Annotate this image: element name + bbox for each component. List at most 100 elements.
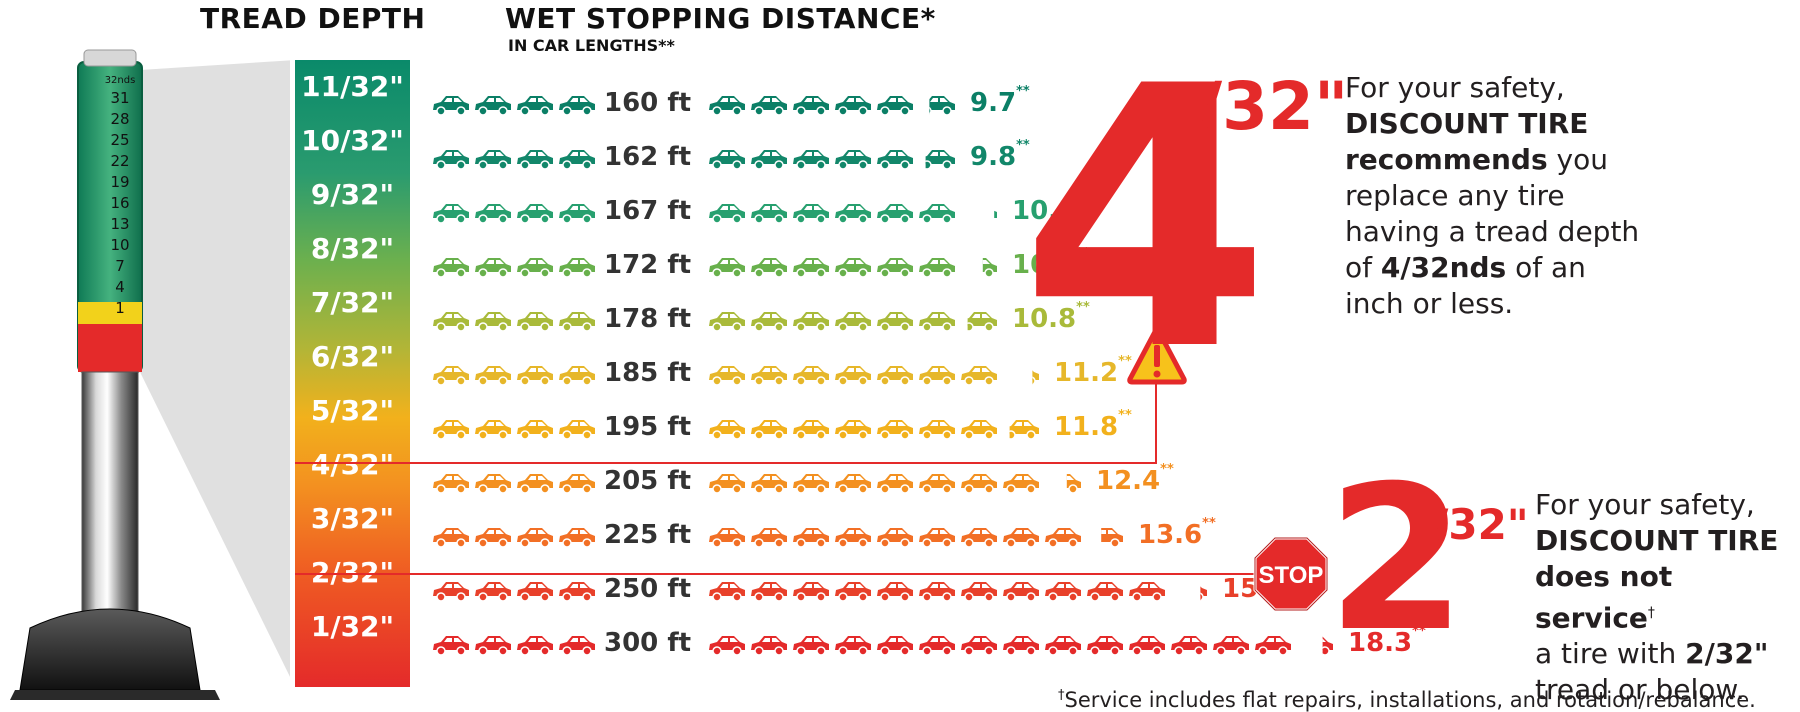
car-icon (1003, 474, 1039, 494)
car-icon (961, 366, 997, 386)
car-icon (475, 474, 511, 494)
note-line: does not service† (1535, 559, 1795, 636)
car-icon (1032, 370, 1039, 386)
car-icon (475, 150, 511, 170)
car-icon (433, 312, 469, 332)
gauge-tick: 1 (115, 299, 125, 317)
stopping-distance: 172 ft (604, 250, 692, 280)
car-icon (709, 420, 745, 440)
car-icon (433, 204, 469, 224)
car-icon (919, 204, 955, 224)
threshold-2-number: 2 (1327, 443, 1467, 676)
car-icon (559, 204, 595, 224)
car-icon (793, 528, 829, 548)
car-icon (967, 312, 997, 332)
car-icon (877, 96, 913, 116)
car-length-number: 12.4 (1096, 466, 1161, 496)
car-icons-group (709, 150, 955, 170)
car-length-number: 9.7 (970, 88, 1017, 118)
car-icon (1129, 636, 1165, 656)
car-icons-group (709, 366, 1039, 386)
car-length-mark: ** (1016, 138, 1030, 153)
car-icon (475, 312, 511, 332)
stopping-distance: 225 ft (604, 520, 692, 550)
car-icon (793, 258, 829, 278)
car-icon (559, 366, 595, 386)
car-icon (559, 420, 595, 440)
car-icon (751, 366, 787, 386)
gauge-tick: 28 (110, 110, 130, 128)
car-icons-group (709, 96, 955, 116)
car-icon (433, 636, 469, 656)
stopping-row: 250 ft 15.2** (0, 564, 1800, 618)
car-icon (1255, 636, 1291, 656)
car-icon (961, 636, 997, 656)
depth-label: 4/32" (310, 448, 395, 481)
car-icon (751, 474, 787, 494)
car-icons-group (709, 474, 1081, 494)
brand-name: DISCOUNT TIRE (1535, 524, 1779, 557)
stopping-row: 205 ft 12.4** (0, 456, 1800, 510)
car-length-mark: ** (1160, 462, 1174, 477)
car-icon (1003, 636, 1039, 656)
car-length-mark: ** (1118, 408, 1132, 423)
car-icon (433, 366, 469, 386)
depth-label: 6/32" (310, 340, 395, 373)
car-length-value: 13.6** (1138, 516, 1216, 550)
car-icon (961, 420, 997, 440)
note-line: a tire with 2/32" (1535, 636, 1795, 672)
warning-icon (1127, 325, 1187, 385)
car-length-mark: ** (1076, 300, 1090, 315)
car-icons-group (433, 312, 595, 332)
car-icon (1003, 528, 1039, 548)
car-icon (517, 474, 553, 494)
car-icon (751, 150, 787, 170)
car-icons-group (433, 420, 595, 440)
car-icon (559, 150, 595, 170)
threshold-4-number: 4 (1020, 10, 1271, 429)
depth-label: 3/32" (310, 502, 395, 535)
car-icon (709, 150, 745, 170)
car-length-mark: ** (1202, 516, 1216, 531)
car-icons-group (709, 312, 997, 332)
car-icon (919, 366, 955, 386)
car-icon (1045, 528, 1081, 548)
gauge-tick: 22 (110, 152, 130, 170)
note-line: replace any tire (1345, 179, 1565, 212)
note-line: For your safety, (1345, 71, 1565, 104)
car-icon (559, 312, 595, 332)
car-icon (793, 366, 829, 386)
car-icon (1101, 528, 1123, 548)
car-length-value: 10.1** (1012, 192, 1090, 226)
note-text: you (1547, 143, 1608, 176)
car-icon (1087, 636, 1123, 656)
stopping-row: 178 ft 10.8** (0, 294, 1800, 348)
car-length-number: 9.8 (970, 142, 1017, 172)
car-icon (1045, 636, 1081, 656)
car-icon (877, 204, 913, 224)
car-icon (709, 96, 745, 116)
car-length-value: 11.2** (1054, 354, 1132, 388)
car-icon (433, 528, 469, 548)
car-icon (517, 420, 553, 440)
car-icon (835, 258, 871, 278)
car-icon (751, 258, 787, 278)
note-text: of (1345, 251, 1381, 284)
car-length-number: 11.8 (1054, 412, 1119, 442)
car-icon (433, 258, 469, 278)
threshold-line-4-vertical (1155, 384, 1157, 464)
car-icon (517, 150, 553, 170)
car-icons-group (433, 582, 595, 602)
car-icons-group (709, 636, 1333, 656)
car-length-mark: ** (1016, 84, 1030, 99)
note-line: of 4/32nds of an (1345, 250, 1685, 286)
car-icon (751, 582, 787, 602)
note-line: DISCOUNT TIRE (1535, 523, 1795, 559)
car-length-mark: ** (1118, 354, 1132, 369)
note-emphasis: does not service (1535, 560, 1673, 635)
dagger-mark: † (1647, 605, 1655, 621)
note-line: recommends you (1345, 142, 1685, 178)
note-line: having a tread depth (1345, 215, 1640, 248)
stopping-row: 185 ft 11.2** (0, 348, 1800, 402)
car-icons-group (433, 528, 595, 548)
